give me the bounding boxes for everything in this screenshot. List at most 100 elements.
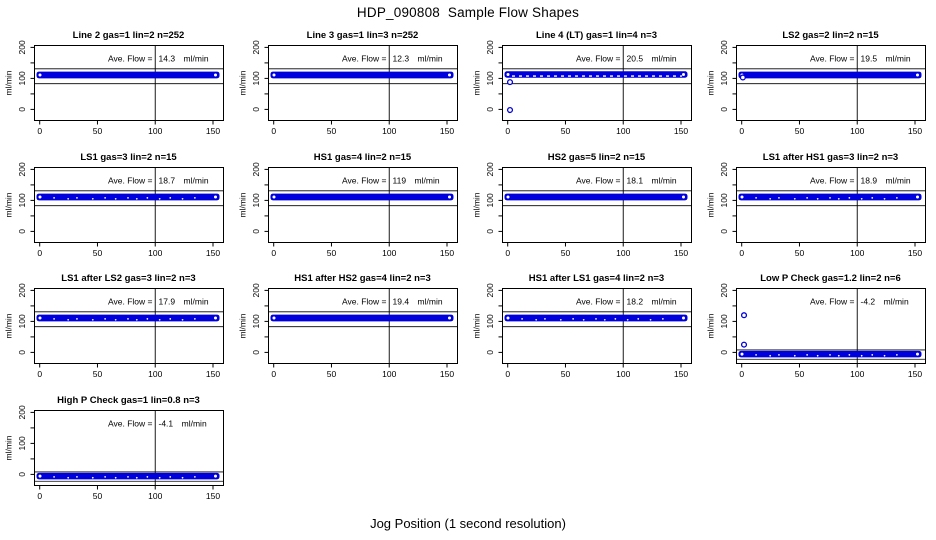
x-tick-label: 100 [148,248,162,258]
y-tick-label: 0 [251,350,261,355]
data-band [270,71,454,79]
ave-flow-value: 18.9 ml/min [861,175,911,185]
chart-main-title: HDP_090808 Sample Flow Shapes [356,5,580,20]
band-end-point [739,193,745,199]
y-axis-label: ml/min [472,70,482,95]
band-gap-dot [194,196,196,199]
plot-box [736,288,926,364]
x-tick-label: 150 [440,126,454,136]
x-tick-label: 150 [206,126,220,136]
band-gap-dot [860,354,863,357]
plot-box [502,288,692,364]
x-tick-label: 150 [674,126,688,136]
band-end-point [271,72,277,78]
x-tick-label: 50 [795,126,805,136]
band-gap-dot [127,196,129,199]
band-gap-dot [521,318,523,320]
band-gap-dot [194,318,196,320]
y-tick-label: 0 [17,228,27,233]
ave-flow-label: Ave. Flow = [108,54,153,64]
band-end-point [213,473,218,479]
band-gap-dot [67,476,70,479]
x-tick-label: 150 [206,248,220,258]
band-gap-dot [76,475,78,478]
x-tick-label: 0 [271,369,276,379]
band-gap-dot [582,318,585,321]
y-tick-label: 200 [719,283,729,297]
band-gap-dot [848,354,851,356]
y-tick-label: 0 [251,228,261,233]
y-tick-label: 100 [485,193,495,207]
x-tick-label: 100 [850,248,864,258]
band-gap-dot [793,197,796,200]
y-axis-label: ml/min [472,313,482,338]
band-gap-dot [595,318,597,320]
ave-flow-label: Ave. Flow = [576,175,621,185]
x-tick-label: 100 [616,126,630,136]
band-gap-dot [778,196,780,199]
y-tick-label: 0 [17,471,27,476]
data-band [270,314,454,322]
flow-panel-3: Line 4 (LT) gas=1 lin=4 n=3 0 100 200 ml/min… [472,30,692,136]
ave-flow-value: 19.4 ml/min [393,297,443,307]
band-end-point [739,351,745,357]
band-gap-dot [169,318,172,320]
band-gap-dot [104,475,106,478]
y-tick-label: 0 [719,350,729,355]
x-tick-label: 0 [505,248,510,258]
band-gap-dot [91,318,94,321]
x-tick-label: 100 [850,126,864,136]
x-tick-label: 0 [505,369,510,379]
plot-box [502,45,692,121]
ave-flow-label: Ave. Flow = [342,54,387,64]
outlier-point [739,74,746,81]
x-tick-label: 0 [739,248,744,258]
band-gap-dot [806,196,808,199]
x-tick-label: 150 [440,248,454,258]
y-tick-label: 200 [251,283,261,297]
band-gap-dot [662,318,664,320]
band-gap-dot [181,476,184,479]
flow-panel-9: LS1 after LS2 gas=3 lin=2 n=3 0 100 200 ml/m… [4,273,224,379]
plot-box [736,45,926,121]
y-tick-label: 0 [17,107,27,112]
band-end-point [447,72,452,78]
y-tick-label: 100 [251,314,261,328]
x-tick-label: 0 [271,126,276,136]
x-tick-label: 50 [561,369,571,379]
x-tick-label: 100 [148,491,162,501]
ave-flow-value: -4.1 ml/min [159,418,207,428]
data-band [270,193,454,200]
panel-title: HS2 gas=5 lin=2 n=15 [548,152,646,163]
band-gap-dot [637,318,640,320]
x-tick-label: 50 [795,248,805,258]
band-end-point [505,315,511,321]
y-tick-label: 0 [485,350,495,355]
y-tick-label: 200 [719,40,729,54]
data-band [36,314,220,322]
flow-panel-11: HS1 after LS1 gas=4 lin=2 n=3 0 100 200 ml/m… [472,273,692,379]
band-gap-dot [769,354,772,357]
band-gap-dot [603,318,606,321]
band-gap-dot [146,196,149,199]
y-axis-label: ml/min [4,192,14,217]
x-tick-label: 0 [271,248,276,258]
ave-flow-value: 19.5 ml/min [861,54,911,64]
y-axis-label: ml/min [706,192,716,217]
band-gap-dot [67,197,70,200]
outlier-point [740,341,748,348]
band-end-point [213,72,218,78]
band-end-point [447,315,452,321]
y-tick-label: 0 [719,107,729,112]
data-band [504,314,688,322]
band-gap-dot [53,196,55,199]
ave-flow-label: Ave. Flow = [576,54,621,64]
shared-x-axis-label: Jog Position (1 second resolution) [370,515,566,531]
band-gap-dot [626,318,629,321]
band-end-point [271,315,277,321]
ave-flow-value: 20.5 ml/min [627,54,677,64]
y-tick-label: 100 [17,436,27,450]
y-axis-label: ml/min [238,313,248,338]
band-gap-dot [793,354,796,357]
x-tick-label: 150 [206,369,220,379]
